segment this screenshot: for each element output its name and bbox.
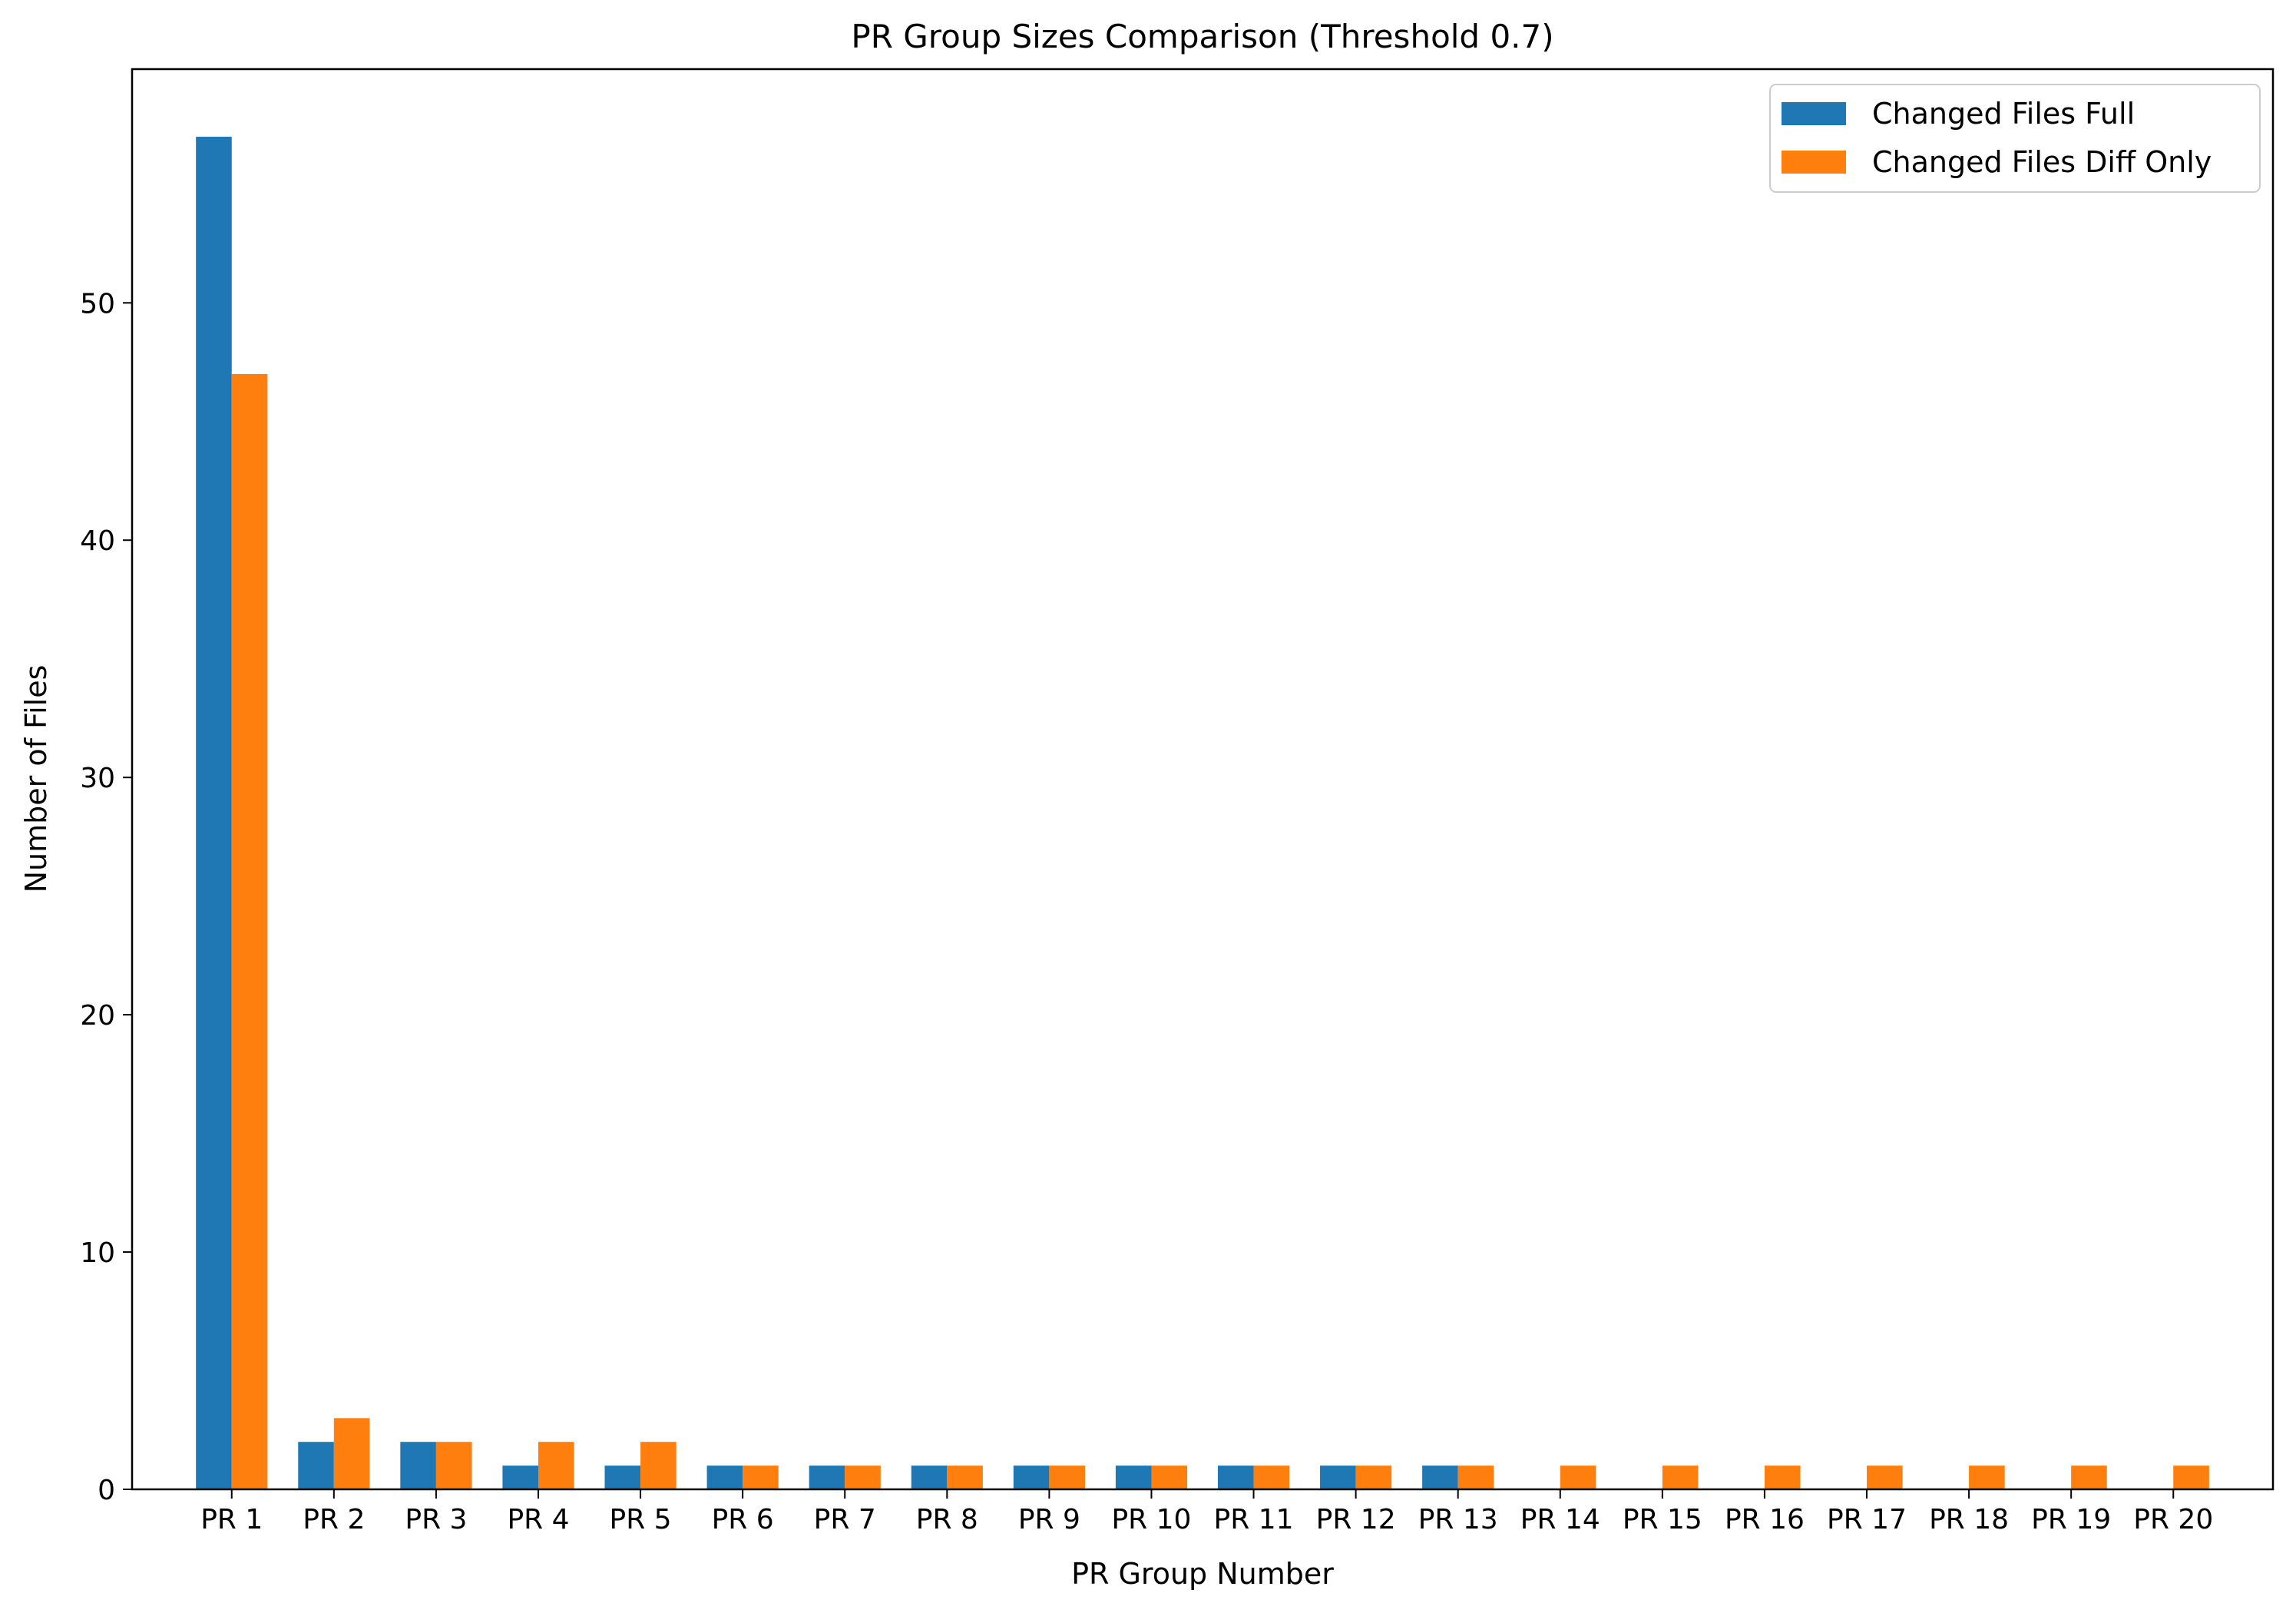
x-tick-label: PR 5 xyxy=(610,1504,672,1535)
x-tick-label: PR 2 xyxy=(303,1504,365,1535)
bar-full-1 xyxy=(196,137,232,1490)
bar-diff-only-3 xyxy=(435,1442,472,1489)
bar-diff-only-11 xyxy=(1253,1466,1290,1489)
axes-frame xyxy=(131,68,2274,1491)
y-tick-label: 50 xyxy=(80,288,115,320)
legend-box xyxy=(1769,84,2261,193)
bar-diff-only-1 xyxy=(231,373,268,1490)
bar-diff-only-6 xyxy=(743,1466,779,1489)
bar-diff-only-2 xyxy=(333,1418,370,1489)
legend-swatch xyxy=(1782,102,1846,125)
x-tick-label: PR 9 xyxy=(1018,1504,1080,1535)
bar-full-9 xyxy=(1013,1466,1050,1489)
x-tick-label: PR 11 xyxy=(1214,1504,1294,1535)
bar-diff-only-7 xyxy=(845,1466,881,1489)
bar-diff-only-20 xyxy=(2173,1466,2209,1489)
x-tick-label: PR 19 xyxy=(2031,1504,2111,1535)
y-tick-label: 10 xyxy=(80,1237,115,1269)
bar-full-6 xyxy=(706,1466,743,1489)
y-tick-label: 40 xyxy=(80,525,115,557)
bar-diff-only-14 xyxy=(1560,1466,1596,1489)
x-tick-label: PR 4 xyxy=(507,1504,569,1535)
bar-full-2 xyxy=(298,1442,334,1489)
legend-swatch xyxy=(1782,151,1846,174)
x-tick-label: PR 10 xyxy=(1111,1504,1191,1535)
bar-diff-only-8 xyxy=(947,1466,983,1489)
x-tick-label: PR 17 xyxy=(1827,1504,1907,1535)
x-tick-label: PR 13 xyxy=(1418,1504,1498,1535)
bar-full-11 xyxy=(1217,1466,1254,1489)
x-axis-ticks: PR 1 PR 2 PR 3 PR 4 PR 5 PR 6 PR 7 PR 8 PR 9 PR 1… xyxy=(200,1489,2213,1535)
x-axis-label: PR Group Number xyxy=(1071,1557,1334,1591)
x-tick-label: PR 3 xyxy=(405,1504,467,1535)
bar-diff-only-17 xyxy=(1867,1466,1903,1489)
chart-title: PR Group Sizes Comparison (Threshold 0.7… xyxy=(851,18,1553,55)
x-tick-label: PR 16 xyxy=(1725,1504,1805,1535)
bar-diff-only-9 xyxy=(1049,1466,1085,1489)
bar-full-8 xyxy=(911,1466,948,1489)
bar-full-3 xyxy=(400,1442,436,1489)
x-tick-label: PR 8 xyxy=(916,1504,978,1535)
bar-diff-only-13 xyxy=(1457,1466,1494,1489)
bar-full-5 xyxy=(604,1466,641,1489)
x-tick-label: PR 14 xyxy=(1520,1504,1600,1535)
y-axis-ticks: 0 10 20 30 40 50 xyxy=(80,288,132,1506)
bar-full-13 xyxy=(1422,1466,1458,1489)
legend-label: Changed Files Diff Only xyxy=(1872,145,2212,179)
bar-diff-only-5 xyxy=(640,1442,677,1489)
x-tick-label: PR 12 xyxy=(1316,1504,1396,1535)
x-tick-label: PR 7 xyxy=(814,1504,876,1535)
x-tick-label: PR 1 xyxy=(200,1504,263,1535)
y-tick-label: 30 xyxy=(80,763,115,794)
x-tick-label: PR 20 xyxy=(2133,1504,2213,1535)
bar-diff-only-16 xyxy=(1764,1466,1801,1489)
legend-label: Changed Files Full xyxy=(1872,97,2135,131)
y-tick-label: 0 xyxy=(98,1475,115,1506)
x-tick-label: PR 6 xyxy=(712,1504,774,1535)
bar-diff-only-10 xyxy=(1151,1466,1188,1489)
bar-full-7 xyxy=(809,1466,845,1489)
bar-diff-only-12 xyxy=(1355,1466,1392,1489)
y-tick-label: 20 xyxy=(80,1000,115,1032)
bar-diff-only-15 xyxy=(1662,1466,1699,1489)
bar-diff-only-18 xyxy=(1969,1466,2005,1489)
bar-full-4 xyxy=(502,1466,538,1489)
bar-diff-only-19 xyxy=(2071,1466,2107,1489)
y-axis-label: Number of Files xyxy=(19,665,53,893)
bar-full-12 xyxy=(1320,1466,1356,1489)
legend: Changed Files Full Changed Files Diff Onl… xyxy=(1769,84,2261,193)
x-tick-label: PR 18 xyxy=(1929,1504,2009,1535)
bar-diff-only-4 xyxy=(538,1442,574,1489)
plot-area xyxy=(196,137,2209,1490)
x-tick-label: PR 15 xyxy=(1623,1504,1702,1535)
bar-full-10 xyxy=(1115,1466,1152,1489)
